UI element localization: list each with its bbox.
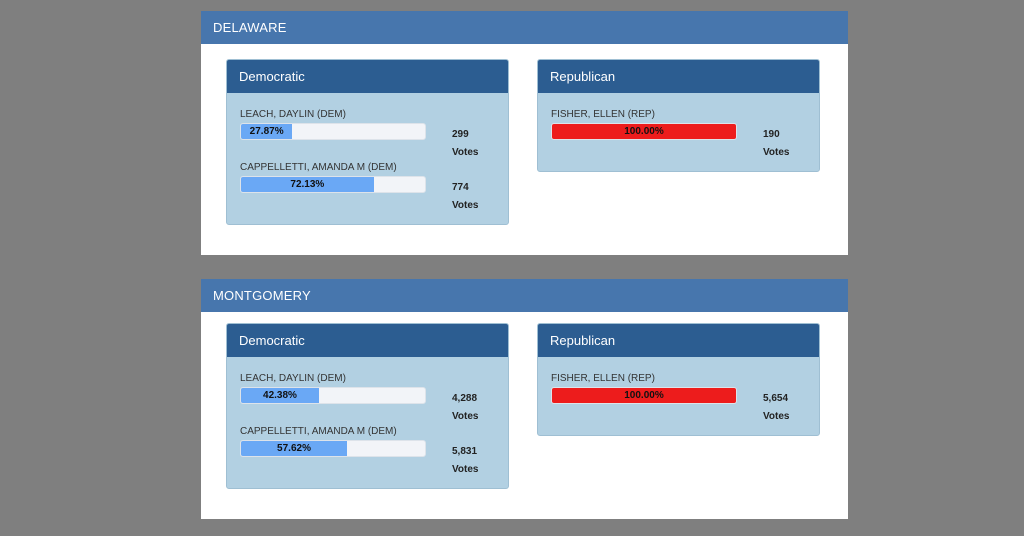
party-title: Democratic [227,60,508,93]
county-card-delaware: DELAWARE Democratic LEACH, DAYLIN (DEM) … [201,11,848,255]
party-panel-republican: Republican FISHER, ELLEN (REP) 100.00% 1… [537,59,820,172]
candidate-row: CAPPELLETTI, AMANDA M (DEM) 57.62% 5,831… [240,426,495,476]
party-panel-republican: Republican FISHER, ELLEN (REP) 100.00% 5… [537,323,820,436]
vote-count: 5,654 Votes [763,390,790,426]
percent-label: 100.00% [624,126,664,137]
votes-label: Votes [763,147,790,158]
candidate-name: CAPPELLETTI, AMANDA M (DEM) [240,426,397,437]
percent-bar: 42.38% [240,387,426,404]
percent-bar: 100.00% [551,387,737,404]
percent-bar: 27.87% [240,123,426,140]
percent-label: 42.38% [263,390,297,401]
candidate-row: FISHER, ELLEN (REP) 100.00% 190 Votes [551,109,806,159]
county-card-montgomery: MONTGOMERY Democratic LEACH, DAYLIN (DEM… [201,279,848,519]
vote-count: 774 Votes [452,179,479,215]
percent-bar-fill [552,124,736,139]
party-title: Republican [538,324,819,357]
percent-bar-fill [552,388,736,403]
vote-count: 299 Votes [452,126,479,162]
percent-bar: 100.00% [551,123,737,140]
percent-bar: 72.13% [240,176,426,193]
percent-label: 72.13% [290,179,325,190]
candidate-row: CAPPELLETTI, AMANDA M (DEM) 72.13% 774 V… [240,162,495,212]
percent-label: 100.00% [624,390,664,401]
percent-bar-fill [241,441,348,456]
party-panel-democratic: Democratic LEACH, DAYLIN (DEM) 27.87% 29… [226,59,509,225]
candidate-row: LEACH, DAYLIN (DEM) 27.87% 299 Votes [240,109,495,159]
vote-count: 190 Votes [763,126,790,162]
percent-bar-fill [241,388,319,403]
candidate-name: LEACH, DAYLIN (DEM) [240,373,346,384]
vote-number: 5,831 [452,446,478,457]
party-title: Democratic [227,324,508,357]
candidate-name: CAPPELLETTI, AMANDA M (DEM) [240,162,397,173]
county-title: MONTGOMERY [201,279,848,312]
vote-number: 5,654 [763,393,789,404]
vote-count: 5,831 Votes [452,443,479,479]
candidate-name: FISHER, ELLEN (REP) [551,373,655,384]
votes-label: Votes [452,147,479,158]
percent-bar-fill [241,177,374,192]
candidate-row: LEACH, DAYLIN (DEM) 42.38% 4,288 Votes [240,373,495,423]
county-title: DELAWARE [201,11,848,44]
percent-label: 27.87% [249,126,284,137]
vote-number: 4,288 [452,393,478,404]
percent-bar: 57.62% [240,440,426,457]
candidate-name: LEACH, DAYLIN (DEM) [240,109,346,120]
votes-label: Votes [452,411,479,422]
percent-bar-fill [241,124,293,139]
votes-label: Votes [452,200,479,211]
vote-number: 774 [452,182,469,193]
vote-number: 299 [452,129,469,140]
percent-label: 57.62% [277,443,311,454]
votes-label: Votes [763,411,790,422]
vote-count: 4,288 Votes [452,390,479,426]
votes-label: Votes [452,464,479,475]
candidate-row: FISHER, ELLEN (REP) 100.00% 5,654 Votes [551,373,806,423]
vote-number: 190 [763,129,780,140]
party-panel-democratic: Democratic LEACH, DAYLIN (DEM) 42.38% 4,… [226,323,509,489]
candidate-name: FISHER, ELLEN (REP) [551,109,655,120]
party-title: Republican [538,60,819,93]
